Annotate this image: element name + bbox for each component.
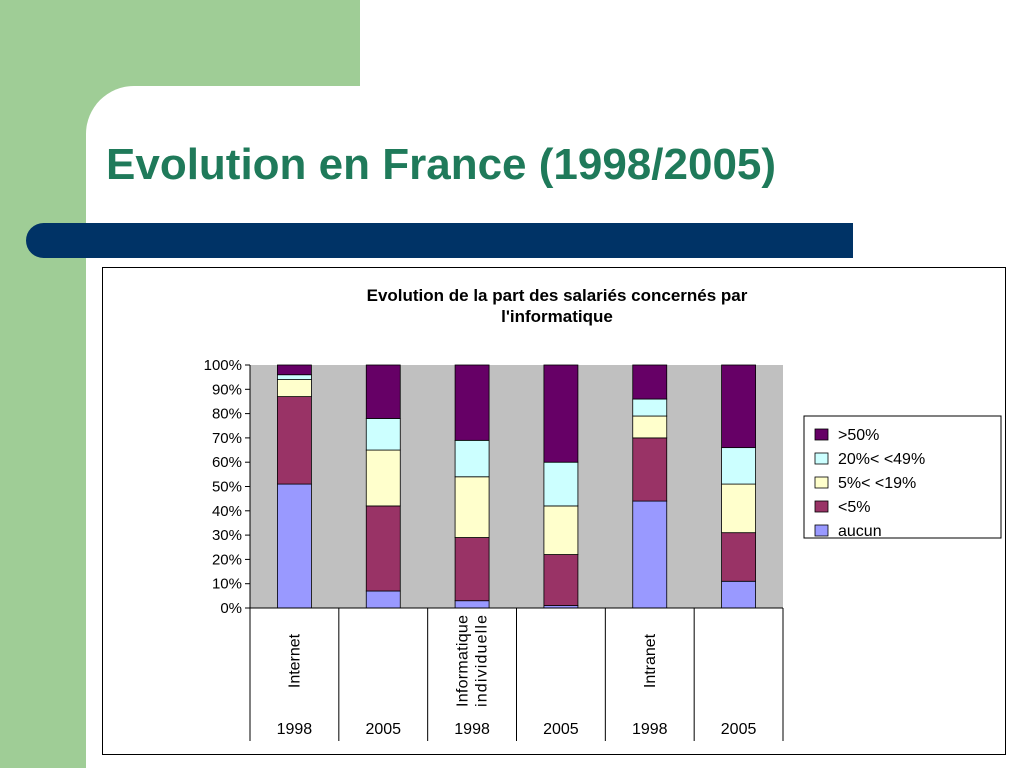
legend-label: 5%< <19% — [838, 475, 916, 492]
bar-segment-519-5 — [632, 415, 668, 439]
chart-container: Evolution de la part des salariés concer… — [102, 267, 1006, 755]
y-tick-label: 70% — [212, 430, 242, 447]
bar-segment-50-3 — [454, 364, 490, 441]
category-label: individuelle — [474, 615, 491, 707]
bar-segment-2049-6 — [721, 447, 756, 485]
bar-segment-519-2 — [365, 449, 401, 507]
legend-swatch — [814, 428, 829, 441]
y-tick-label: 90% — [212, 381, 242, 398]
bar-segment-aucun-3 — [454, 600, 490, 609]
y-tick-label: 60% — [212, 454, 242, 471]
legend-swatch — [814, 452, 829, 465]
category-label: Internet — [286, 633, 303, 688]
legend-label: 20%< <49% — [838, 451, 925, 468]
year-label: 2005 — [543, 721, 579, 738]
bar-segment-5-6 — [721, 532, 756, 582]
bar-segment-2049-4 — [543, 461, 579, 507]
year-label: 1998 — [454, 721, 490, 738]
y-tick-label: 80% — [212, 406, 242, 423]
bar-segment-519-4 — [543, 505, 579, 555]
bar-segment-50-1 — [277, 364, 312, 376]
plot-area — [250, 365, 783, 608]
bar-segment-5-1 — [277, 396, 312, 485]
bar-segment-5-5 — [632, 437, 668, 502]
title-underline-bar — [26, 223, 853, 258]
bar-segment-50-5 — [632, 364, 668, 400]
legend-label: <5% — [838, 499, 870, 516]
bar-segment-aucun-2 — [365, 590, 401, 609]
chart-title-line-2: l'informatique — [501, 307, 613, 326]
category-label: Intranet — [642, 633, 659, 688]
year-label: 2005 — [365, 721, 401, 738]
legend-swatch — [814, 500, 829, 513]
y-tick-label: 10% — [212, 576, 242, 593]
legend-label: >50% — [838, 427, 879, 444]
category-label: Informatique — [455, 615, 472, 707]
bar-segment-5-4 — [543, 554, 579, 606]
y-tick-label: 0% — [220, 600, 242, 617]
legend-swatch — [814, 524, 829, 537]
bar-segment-519-3 — [454, 476, 490, 538]
year-label: 1998 — [632, 721, 668, 738]
slide-title: Evolution en France (1998/2005) — [106, 140, 777, 189]
y-tick-label: 40% — [212, 503, 242, 520]
bar-segment-2049-3 — [454, 439, 490, 478]
bar-segment-519-1 — [277, 379, 312, 397]
bar-segment-aucun-5 — [632, 500, 668, 609]
bar-segment-5-2 — [365, 505, 401, 592]
bar-segment-50-4 — [543, 364, 579, 463]
legend-swatch — [814, 476, 829, 489]
y-tick-label: 50% — [212, 479, 242, 496]
y-tick-label: 100% — [204, 357, 242, 374]
year-label: 1998 — [277, 721, 313, 738]
bar-segment-aucun-1 — [277, 483, 312, 609]
bar-segment-50-2 — [365, 364, 401, 419]
stacked-bar-chart: Evolution de la part des salariés concer… — [204, 286, 1002, 741]
bar-segment-2049-2 — [365, 418, 401, 451]
y-tick-label: 20% — [212, 551, 242, 568]
chart-title-line-1: Evolution de la part des salariés concer… — [367, 286, 748, 305]
y-tick-label: 30% — [212, 527, 242, 544]
bar-segment-519-6 — [721, 483, 756, 534]
legend-label: aucun — [838, 523, 882, 540]
bar-segment-2049-5 — [632, 398, 668, 417]
bar-segment-5-3 — [454, 537, 490, 602]
bar-segment-50-6 — [721, 364, 756, 449]
bar-segment-2049-1 — [277, 374, 312, 380]
legend-box — [803, 415, 1002, 539]
bar-segment-aucun-6 — [721, 580, 756, 609]
year-label: 2005 — [721, 721, 757, 738]
